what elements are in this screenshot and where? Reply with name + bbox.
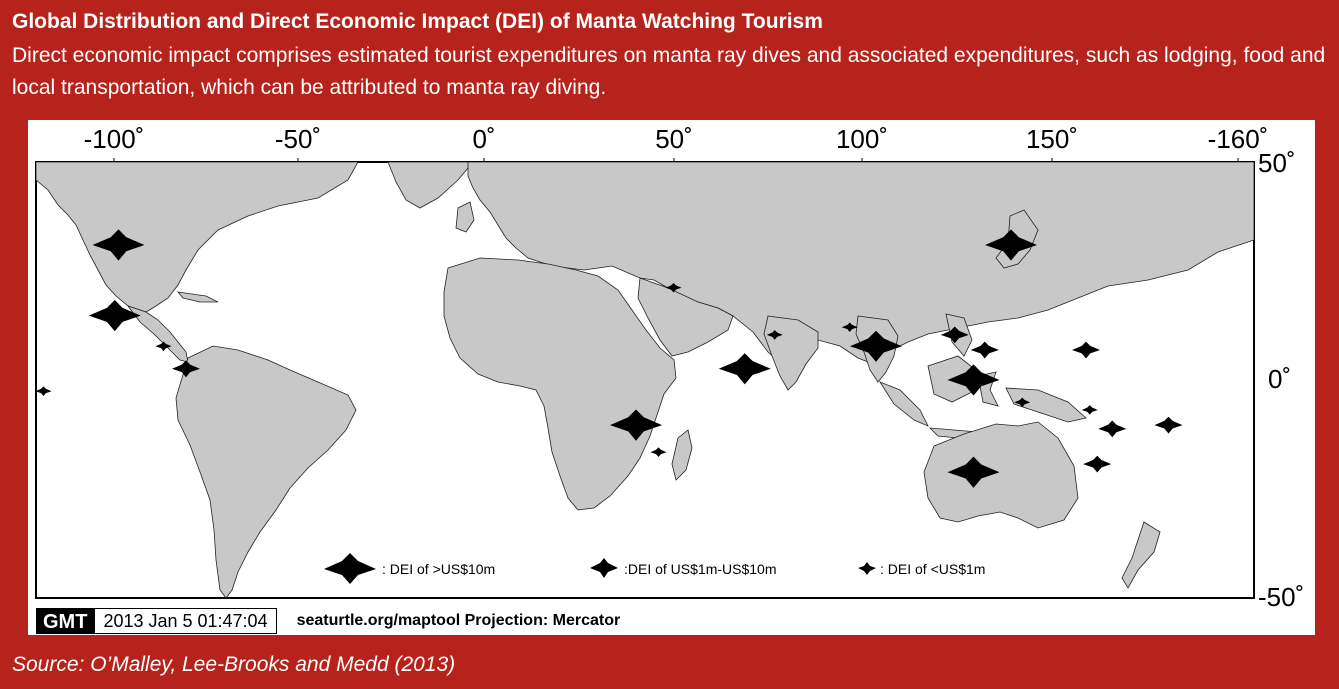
chart-title: Global Distribution and Direct Economic … — [12, 10, 823, 33]
manta-marker-medium-17 — [1072, 341, 1100, 359]
legend-manta-medium-icon — [590, 558, 618, 578]
lon-label-5: 100˚ — [836, 124, 888, 154]
legend-manta-small-icon — [858, 562, 876, 575]
gmt-logo: GMT — [36, 608, 95, 634]
manta-marker-large-8 — [610, 409, 662, 441]
lon-label-6: 150˚ — [1026, 124, 1078, 154]
legend-label-large: : DEI of >US$10m — [382, 561, 495, 577]
manta-marker-small-5 — [35, 386, 52, 396]
africa-land — [443, 257, 677, 511]
uk-land — [455, 201, 475, 233]
arabia-land — [637, 277, 734, 357]
central-america-land — [126, 305, 189, 363]
manta-marker-small-11 — [841, 322, 858, 333]
lon-label-7: -160˚ — [1208, 124, 1269, 154]
lon-label-4: 50˚ — [655, 124, 693, 154]
legend-item-small: : DEI of <US$1m — [858, 561, 985, 577]
legend-label-medium: :DEI of US$1m-US$10m — [624, 561, 777, 577]
world-map: -100˚ -50˚ 0˚ 50˚ 100˚ 150˚ -160˚ 50˚ 0˚… — [35, 124, 1304, 612]
manta-marker-large-15 — [947, 364, 1000, 396]
legend-item-large: : DEI of >US$10m — [324, 553, 495, 584]
manta-marker-small-18 — [1081, 405, 1098, 415]
land-masses — [36, 162, 1254, 598]
manta-marker-medium-20 — [1083, 455, 1112, 473]
manta-marker-large-23 — [985, 229, 1037, 261]
gmt-timestamp: 2013 Jan 5 01:47:04 — [94, 608, 277, 634]
lon-ticks — [113, 158, 1239, 162]
eurasia-land — [467, 162, 1254, 366]
manta-marker-large-7 — [718, 353, 771, 385]
manta-marker-medium-19 — [1098, 420, 1127, 438]
manta-marker-small-6 — [665, 282, 682, 293]
manta-marker-small-10 — [766, 330, 783, 340]
sumatra-land — [878, 381, 929, 427]
lat-label-1: 50˚ — [1258, 148, 1296, 178]
source-note: Source: O’Malley, Lee-Brooks and Medd (2… — [12, 653, 456, 676]
manta-marker-medium-13 — [940, 326, 969, 344]
south-america-land — [175, 345, 357, 598]
manta-marker-large-1 — [92, 229, 145, 261]
new-guinea-land — [1005, 387, 1087, 423]
manta-marker-medium-21 — [1154, 416, 1183, 434]
lat-label-2: 0˚ — [1268, 364, 1291, 394]
map-panel: -100˚ -50˚ 0˚ 50˚ 100˚ 150˚ -160˚ 50˚ 0˚… — [28, 120, 1315, 635]
manta-marker-large-12 — [850, 330, 902, 362]
legend-manta-large-icon — [324, 553, 376, 584]
manta-marker-small-9 — [650, 447, 667, 458]
legend: : DEI of >US$10m :DEI of US$1m-US$10m : … — [324, 553, 985, 584]
lat-label-3: -50˚ — [1258, 582, 1304, 612]
manta-markers — [35, 229, 1183, 488]
projection-note: seaturtle.org/maptool Projection: Mercat… — [296, 612, 621, 629]
manta-marker-medium-14 — [970, 341, 999, 359]
manta-marker-medium-4 — [172, 360, 200, 378]
legend-item-medium: :DEI of US$1m-US$10m — [590, 558, 777, 578]
caribbean-land — [177, 291, 219, 303]
manta-marker-large-2 — [88, 300, 141, 332]
legend-label-small: : DEI of <US$1m — [880, 561, 985, 577]
madagascar-land — [671, 429, 693, 481]
australia-land — [923, 421, 1079, 529]
lon-label-3: 0˚ — [472, 124, 495, 154]
gmt-footer: GMT 2013 Jan 5 01:47:04 seaturtle.org/ma… — [36, 608, 620, 634]
lon-label-2: -50˚ — [275, 124, 321, 154]
chart-subtitle: Direct economic impact comprises estimat… — [12, 44, 1326, 99]
manta-marker-large-22 — [947, 456, 1000, 488]
manta-marker-small-3 — [155, 341, 172, 352]
new-zealand-land — [1121, 521, 1161, 589]
lon-label-1: -100˚ — [84, 124, 145, 154]
manta-marker-small-16 — [1014, 397, 1031, 408]
